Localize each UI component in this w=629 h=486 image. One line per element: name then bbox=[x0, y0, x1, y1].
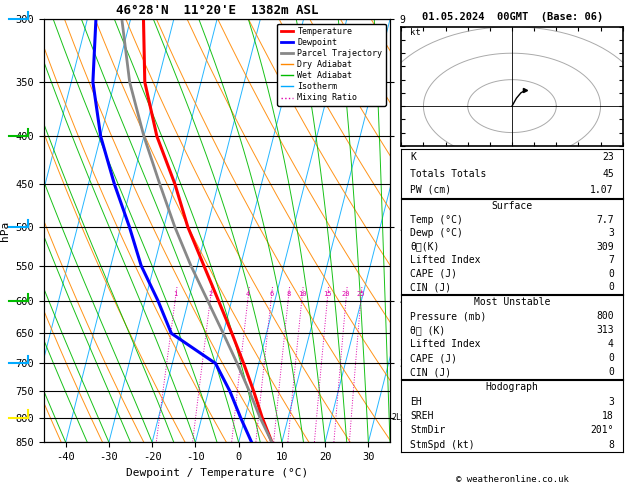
Text: 0: 0 bbox=[608, 367, 614, 377]
Text: CAPE (J): CAPE (J) bbox=[410, 353, 457, 363]
Text: Most Unstable: Most Unstable bbox=[474, 297, 550, 308]
Text: 0: 0 bbox=[608, 282, 614, 292]
Text: kt: kt bbox=[410, 28, 421, 36]
Text: 4: 4 bbox=[608, 339, 614, 349]
Legend: Temperature, Dewpoint, Parcel Trajectory, Dry Adiabat, Wet Adiabat, Isotherm, Mi: Temperature, Dewpoint, Parcel Trajectory… bbox=[277, 24, 386, 106]
Text: 4: 4 bbox=[246, 292, 250, 297]
X-axis label: Dewpoint / Temperature (°C): Dewpoint / Temperature (°C) bbox=[126, 468, 308, 478]
Text: SREH: SREH bbox=[410, 411, 433, 421]
Text: 23: 23 bbox=[602, 152, 614, 162]
Text: Totals Totals: Totals Totals bbox=[410, 169, 487, 178]
Text: PW (cm): PW (cm) bbox=[410, 185, 451, 195]
Text: 20: 20 bbox=[342, 292, 350, 297]
Text: 15: 15 bbox=[323, 292, 331, 297]
Text: 01.05.2024  00GMT  (Base: 06): 01.05.2024 00GMT (Base: 06) bbox=[422, 12, 603, 22]
Text: Hodograph: Hodograph bbox=[486, 382, 538, 392]
Text: 201°: 201° bbox=[591, 425, 614, 435]
Y-axis label: hPa: hPa bbox=[0, 221, 10, 241]
Text: 0: 0 bbox=[608, 353, 614, 363]
Text: Surface: Surface bbox=[491, 201, 533, 211]
Text: 0: 0 bbox=[608, 269, 614, 279]
Text: CIN (J): CIN (J) bbox=[410, 367, 451, 377]
Text: 2: 2 bbox=[208, 292, 213, 297]
Text: 8: 8 bbox=[608, 440, 614, 450]
Y-axis label: km
ASL: km ASL bbox=[421, 220, 438, 242]
Text: 1.07: 1.07 bbox=[591, 185, 614, 195]
Text: 2LCL: 2LCL bbox=[391, 413, 411, 422]
Text: 3: 3 bbox=[608, 228, 614, 238]
Title: 46°28'N  11°20'E  1382m ASL: 46°28'N 11°20'E 1382m ASL bbox=[116, 4, 318, 17]
Text: 8: 8 bbox=[286, 292, 291, 297]
Text: 25: 25 bbox=[357, 292, 365, 297]
Text: 1: 1 bbox=[174, 292, 177, 297]
Text: StmDir: StmDir bbox=[410, 425, 445, 435]
Text: StmSpd (kt): StmSpd (kt) bbox=[410, 440, 475, 450]
Text: Pressure (mb): Pressure (mb) bbox=[410, 312, 487, 321]
Text: Dewp (°C): Dewp (°C) bbox=[410, 228, 463, 238]
Text: Lifted Index: Lifted Index bbox=[410, 339, 481, 349]
Text: K: K bbox=[410, 152, 416, 162]
Text: 10: 10 bbox=[298, 292, 306, 297]
Text: 3: 3 bbox=[608, 397, 614, 407]
Text: θᴇ (K): θᴇ (K) bbox=[410, 325, 445, 335]
Text: 7: 7 bbox=[608, 255, 614, 265]
Text: CIN (J): CIN (J) bbox=[410, 282, 451, 292]
Text: 7.7: 7.7 bbox=[596, 214, 614, 225]
Text: 45: 45 bbox=[602, 169, 614, 178]
Text: 6: 6 bbox=[269, 292, 274, 297]
Text: θᴇ(K): θᴇ(K) bbox=[410, 242, 440, 252]
Text: 313: 313 bbox=[596, 325, 614, 335]
Text: EH: EH bbox=[410, 397, 422, 407]
Text: Temp (°C): Temp (°C) bbox=[410, 214, 463, 225]
Text: Lifted Index: Lifted Index bbox=[410, 255, 481, 265]
Text: CAPE (J): CAPE (J) bbox=[410, 269, 457, 279]
Text: © weatheronline.co.uk: © weatheronline.co.uk bbox=[456, 474, 569, 484]
Text: Mixing Ratio (g/kg): Mixing Ratio (g/kg) bbox=[431, 175, 442, 287]
Text: 18: 18 bbox=[602, 411, 614, 421]
Text: 309: 309 bbox=[596, 242, 614, 252]
Text: 800: 800 bbox=[596, 312, 614, 321]
